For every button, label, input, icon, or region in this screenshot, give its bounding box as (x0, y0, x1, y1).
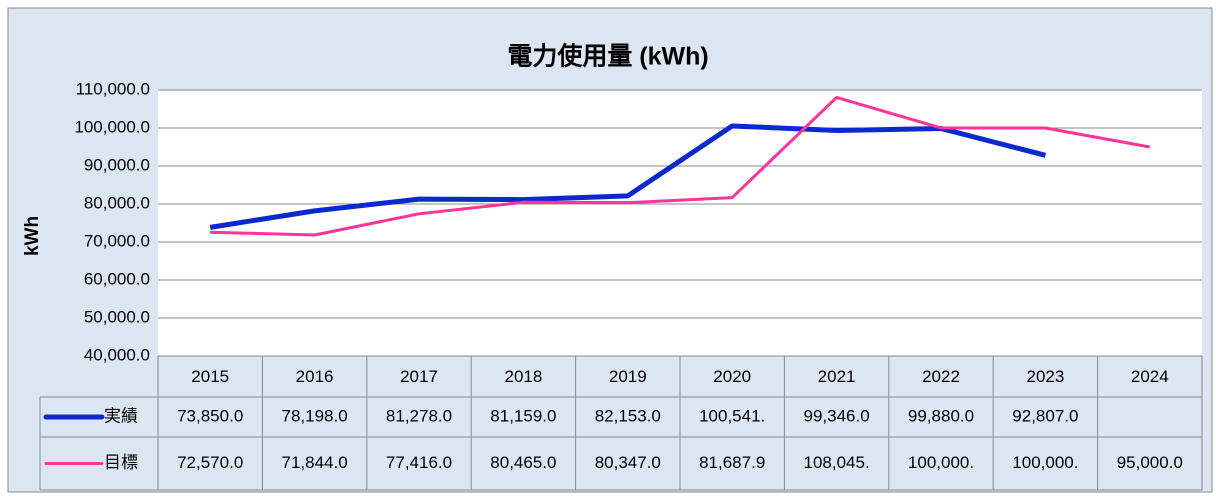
y-tick-label: 70,000.0 (84, 231, 150, 250)
x-tick-label: 2016 (296, 367, 334, 386)
y-tick-label: 110,000.0 (76, 79, 150, 98)
data-table-value: 80,465.0 (490, 453, 556, 472)
x-tick-label: 2019 (609, 367, 647, 386)
series-line (209, 123, 1047, 230)
data-table-value: 95,000.0 (1117, 453, 1183, 472)
data-table-value: 73,850.0 (177, 406, 243, 425)
data-table-value: 77,416.0 (386, 453, 452, 472)
y-tick-label: 60,000.0 (84, 269, 150, 288)
x-tick-label: 2015 (191, 367, 229, 386)
data-table-value: 92,807.0 (1012, 406, 1078, 425)
data-table-value: 78,198.0 (282, 406, 348, 425)
data-table-value: 80,347.0 (595, 453, 661, 472)
data-table-value: 108,045. (804, 453, 870, 472)
data-table-value: 100,000. (1012, 453, 1078, 472)
data-table-value: 82,153.0 (595, 406, 661, 425)
chart-title: 電力使用量 (kWh) (507, 42, 708, 71)
series-line (210, 95, 1151, 237)
data-table-value: 72,570.0 (177, 453, 243, 472)
data-table-value: 81,687.9 (699, 453, 765, 472)
y-tick-label: 80,000.0 (84, 193, 150, 212)
data-table-value: 100,541. (699, 406, 765, 425)
legend-label: 実績 (104, 406, 138, 425)
y-tick-label: 40,000.0 (84, 345, 150, 364)
x-tick-label: 2024 (1131, 367, 1169, 386)
y-axis-title: kWh (22, 216, 43, 256)
x-tick-label: 2020 (713, 367, 751, 386)
x-tick-label: 2022 (922, 367, 960, 386)
data-table-value: 99,880.0 (908, 406, 974, 425)
x-tick-label: 2023 (1026, 367, 1064, 386)
data-table-value: 81,278.0 (386, 406, 452, 425)
x-tick-label: 2021 (818, 367, 856, 386)
x-tick-label: 2018 (504, 367, 542, 386)
y-tick-label: 50,000.0 (84, 307, 150, 326)
y-tick-label: 90,000.0 (84, 155, 150, 174)
data-table-value: 100,000. (908, 453, 974, 472)
data-table-value: 99,346.0 (804, 406, 870, 425)
data-table-value: 81,159.0 (490, 406, 556, 425)
data-table-value: 71,844.0 (282, 453, 348, 472)
y-tick-label: 100,000.0 (74, 117, 150, 136)
x-tick-label: 2017 (400, 367, 438, 386)
plot-area (158, 90, 1202, 356)
legend-label: 目標 (104, 453, 138, 472)
